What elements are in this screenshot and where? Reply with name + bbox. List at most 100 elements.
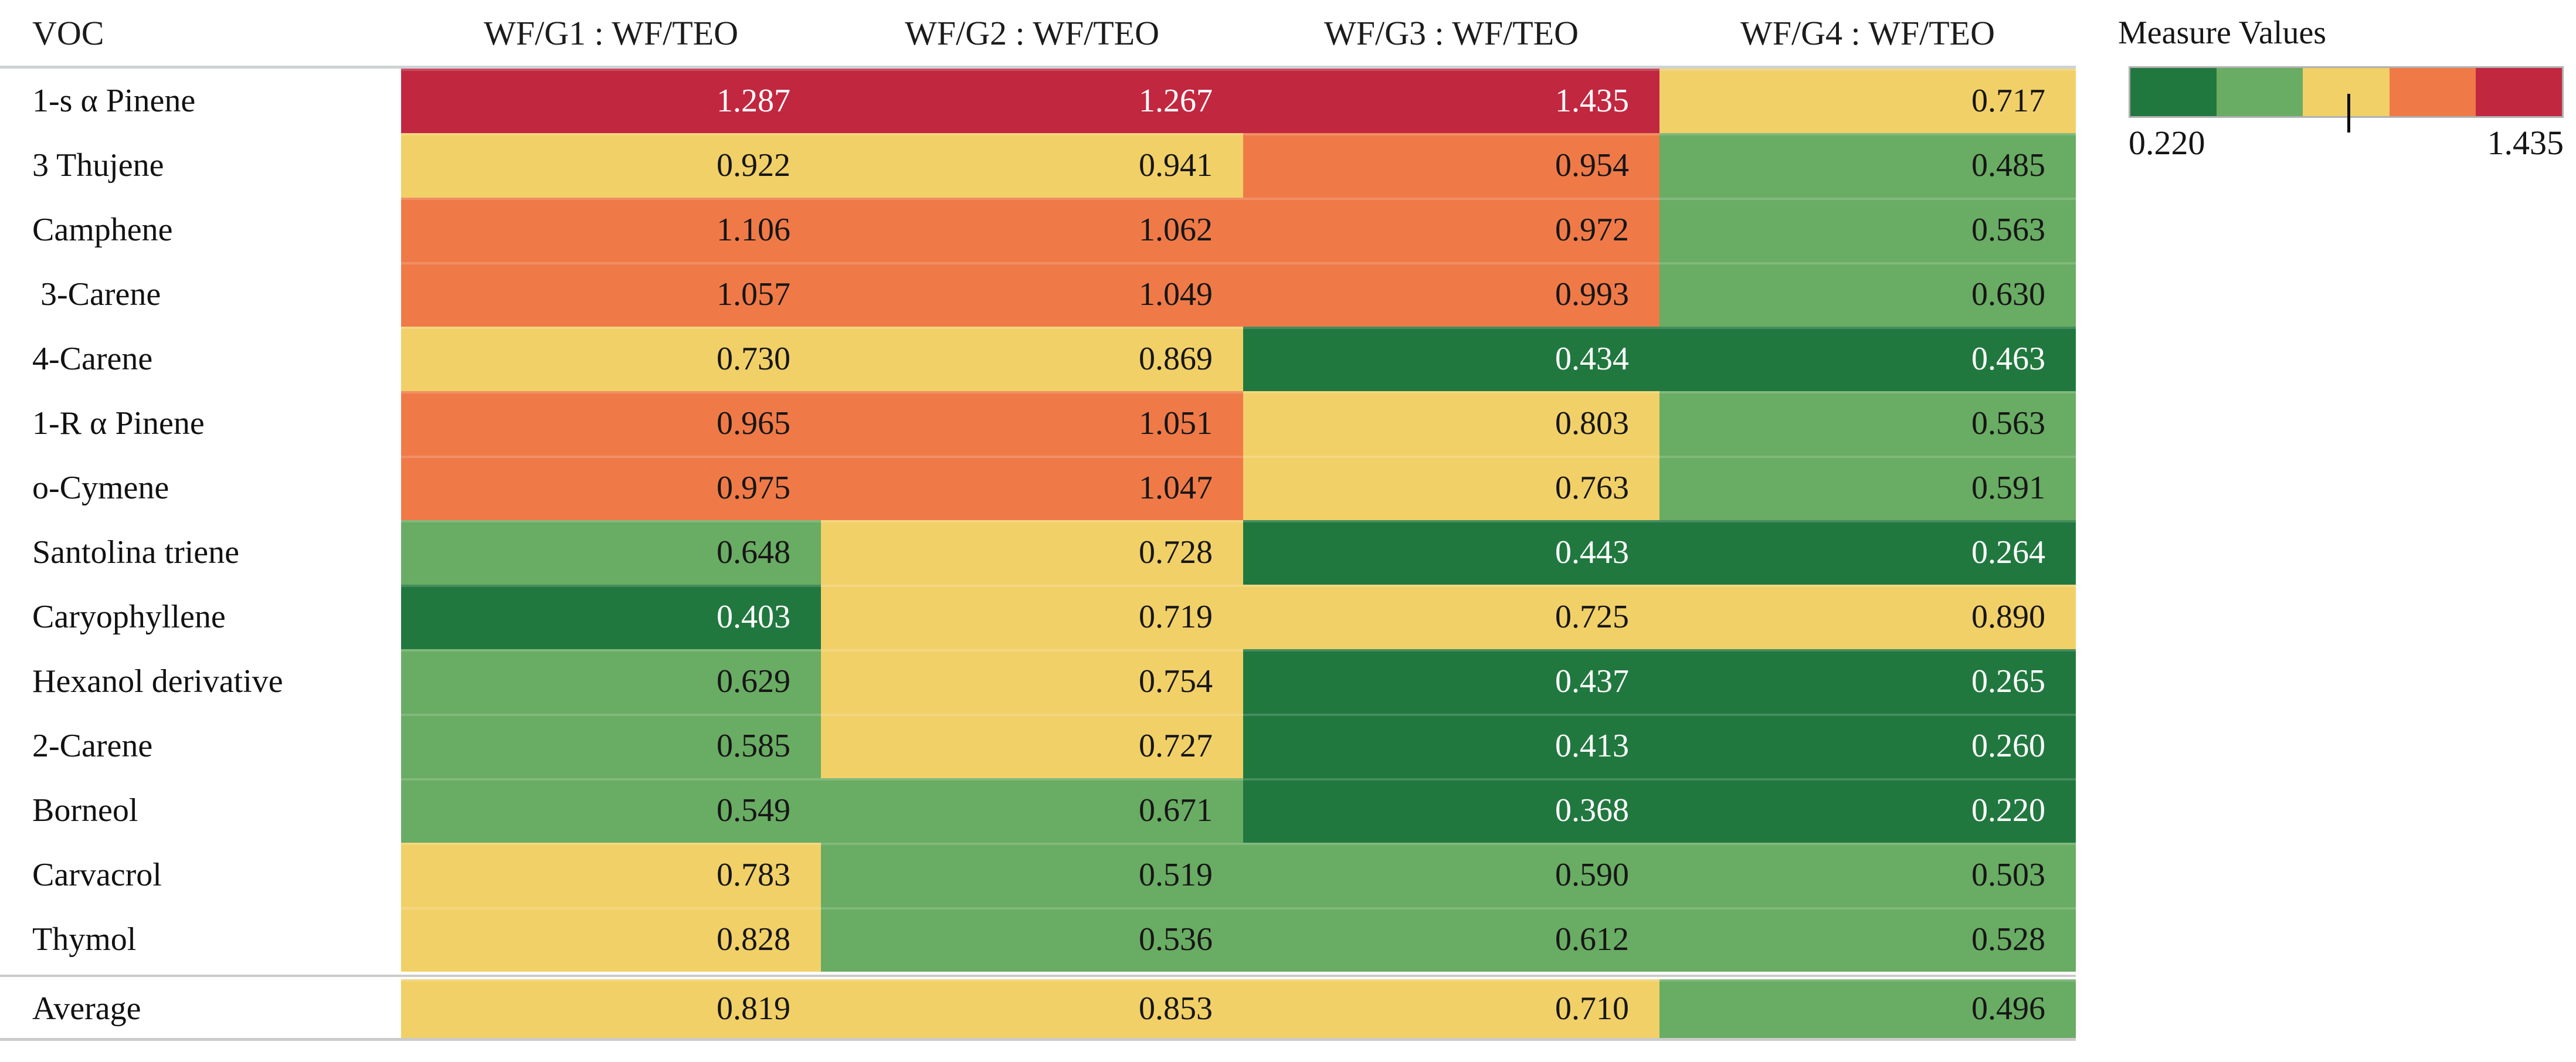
heatmap-cell[interactable]: 0.629 bbox=[401, 649, 821, 714]
heatmap-cell[interactable]: 1.435 bbox=[1243, 69, 1659, 133]
heatmap-cell[interactable]: 0.264 bbox=[1659, 520, 2076, 585]
table-body: 1-s α Pinene 1.287 1.267 1.435 0.717 3 Thujen… bbox=[0, 69, 2076, 972]
table-row: 3 Thujene 0.922 0.941 0.954 0.485 bbox=[0, 133, 2076, 198]
heatmap-cell[interactable]: 0.922 bbox=[401, 133, 821, 198]
table-row: Caryophyllene 0.403 0.719 0.725 0.890 bbox=[0, 585, 2076, 649]
row-label: Santolina triene bbox=[0, 520, 401, 585]
heatmap-cell[interactable]: 0.591 bbox=[1659, 456, 2076, 520]
heatmap-cell[interactable]: 1.287 bbox=[401, 69, 821, 133]
heatmap-cell[interactable]: 0.954 bbox=[1243, 133, 1659, 198]
column-header-g4: WF/G4 : WF/TEO bbox=[1740, 13, 1995, 52]
heatmap-cell[interactable]: 0.730 bbox=[401, 327, 821, 391]
heatmap-cell[interactable]: 1.106 bbox=[401, 198, 821, 262]
heatmap-cell[interactable]: 0.265 bbox=[1659, 649, 2076, 714]
heatmap-cell[interactable]: 0.549 bbox=[401, 778, 821, 843]
heatmap-cell[interactable]: 0.220 bbox=[1659, 778, 2076, 843]
table-row: Santolina triene 0.648 0.728 0.443 0.264 bbox=[0, 520, 2076, 585]
heatmap-cell[interactable]: 1.047 bbox=[821, 456, 1243, 520]
heatmap-cell[interactable]: 0.725 bbox=[1243, 585, 1659, 649]
heatmap-cell[interactable]: 0.434 bbox=[1243, 327, 1659, 391]
legend-max-label: 1.435 bbox=[2487, 123, 2564, 162]
heatmap-cell[interactable]: 0.819 bbox=[401, 979, 821, 1038]
legend-tick-mark bbox=[2347, 93, 2350, 133]
table-row: Borneol 0.549 0.671 0.368 0.220 bbox=[0, 778, 2076, 843]
heatmap-cell[interactable]: 0.853 bbox=[821, 979, 1243, 1038]
heatmap-cell[interactable]: 0.993 bbox=[1243, 262, 1659, 327]
heatmap-cell[interactable]: 0.717 bbox=[1659, 69, 2076, 133]
heatmap-cell[interactable]: 0.368 bbox=[1243, 778, 1659, 843]
heatmap-cell[interactable]: 0.869 bbox=[821, 327, 1243, 391]
heatmap-cell[interactable]: 0.719 bbox=[821, 585, 1243, 649]
row-label: 3 Thujene bbox=[0, 133, 401, 198]
heatmap-cell[interactable]: 0.763 bbox=[1243, 456, 1659, 520]
average-row: Average 0.819 0.853 0.710 0.496 bbox=[0, 979, 2076, 1038]
heatmap-cell[interactable]: 0.413 bbox=[1243, 714, 1659, 778]
heatmap-cell[interactable]: 0.710 bbox=[1243, 979, 1659, 1038]
heatmap-cell[interactable]: 0.536 bbox=[821, 907, 1243, 972]
table-row: Hexanol derivative 0.629 0.754 0.437 0.265 bbox=[0, 649, 2076, 714]
heatmap-cell[interactable]: 0.965 bbox=[401, 391, 821, 456]
table-row: Thymol 0.828 0.536 0.612 0.528 bbox=[0, 907, 2076, 972]
heatmap-cell[interactable]: 0.828 bbox=[401, 907, 821, 972]
heatmap-cell[interactable]: 0.975 bbox=[401, 456, 821, 520]
heatmap-cell[interactable]: 0.630 bbox=[1659, 262, 2076, 327]
average-row-section: Average 0.819 0.853 0.710 0.496 bbox=[0, 979, 2076, 1038]
heatmap-cell[interactable]: 0.648 bbox=[401, 520, 821, 585]
row-label: Borneol bbox=[0, 778, 401, 843]
heatmap-cell[interactable]: 0.437 bbox=[1243, 649, 1659, 714]
heatmap-cell[interactable]: 0.941 bbox=[821, 133, 1243, 198]
heatmap-cell[interactable]: 0.890 bbox=[1659, 585, 2076, 649]
table-row: 3-Carene 1.057 1.049 0.993 0.630 bbox=[0, 262, 2076, 327]
row-label: Hexanol derivative bbox=[0, 649, 401, 714]
column-header-g1: WF/G1 : WF/TEO bbox=[484, 13, 738, 52]
heatmap-cell[interactable]: 0.528 bbox=[1659, 907, 2076, 972]
heatmap-cell[interactable]: 0.485 bbox=[1659, 133, 2076, 198]
heatmap-cell[interactable]: 0.803 bbox=[1243, 391, 1659, 456]
heatmap-cell[interactable]: 0.443 bbox=[1243, 520, 1659, 585]
heatmap-cell[interactable]: 0.783 bbox=[401, 843, 821, 907]
heatmap-cell[interactable]: 1.051 bbox=[821, 391, 1243, 456]
heatmap-cell[interactable]: 0.519 bbox=[821, 843, 1243, 907]
row-label: 4-Carene bbox=[0, 327, 401, 391]
table-header-row: VOC WF/G1 : WF/TEO WF/G2 : WF/TEO WF/G3 … bbox=[0, 0, 2076, 66]
heatmap-cell[interactable]: 1.057 bbox=[401, 262, 821, 327]
legend-range-labels: 0.220 1.435 bbox=[2129, 123, 2564, 162]
color-legend: Measure Values 0.220 1.435 bbox=[2118, 0, 2564, 162]
legend-swatch[interactable] bbox=[2475, 67, 2563, 116]
legend-swatch[interactable] bbox=[2303, 67, 2390, 116]
row-label: 1-s α Pinene bbox=[0, 69, 401, 133]
row-label: Caryophyllene bbox=[0, 585, 401, 649]
heatmap-cell[interactable]: 1.062 bbox=[821, 198, 1243, 262]
row-label: 2-Carene bbox=[0, 714, 401, 778]
heatmap-cell[interactable]: 0.403 bbox=[401, 585, 821, 649]
heatmap-cell[interactable]: 0.260 bbox=[1659, 714, 2076, 778]
heatmap-cell[interactable]: 0.754 bbox=[821, 649, 1243, 714]
legend-swatch[interactable] bbox=[2389, 67, 2476, 116]
heatmap-cell[interactable]: 1.049 bbox=[821, 262, 1243, 327]
heatmap-cell[interactable]: 0.728 bbox=[821, 520, 1243, 585]
table-row: o-Cymene 0.975 1.047 0.763 0.591 bbox=[0, 456, 2076, 520]
row-label: 1-R α Pinene bbox=[0, 391, 401, 456]
legend-swatch[interactable] bbox=[2130, 67, 2217, 116]
column-header-g3: WF/G3 : WF/TEO bbox=[1324, 13, 1579, 52]
table-row: Carvacrol 0.783 0.519 0.590 0.503 bbox=[0, 843, 2076, 907]
heatmap-cell[interactable]: 0.503 bbox=[1659, 843, 2076, 907]
table-row: 1-s α Pinene 1.287 1.267 1.435 0.717 bbox=[0, 69, 2076, 133]
heatmap-cell[interactable]: 0.463 bbox=[1659, 327, 2076, 391]
legend-min-label: 0.220 bbox=[2129, 123, 2205, 162]
table-row: 1-R α Pinene 0.965 1.051 0.803 0.563 bbox=[0, 391, 2076, 456]
heatmap-cell[interactable]: 0.612 bbox=[1243, 907, 1659, 972]
heatmap-cell[interactable]: 0.585 bbox=[401, 714, 821, 778]
heatmap-cell[interactable]: 0.671 bbox=[821, 778, 1243, 843]
heatmap-cell[interactable]: 0.563 bbox=[1659, 198, 2076, 262]
heatmap-cell[interactable]: 0.563 bbox=[1659, 391, 2076, 456]
heatmap-cell[interactable]: 0.727 bbox=[821, 714, 1243, 778]
heatmap-cell[interactable]: 0.496 bbox=[1659, 979, 2076, 1038]
legend-title: Measure Values bbox=[2118, 15, 2327, 51]
heatmap-cell[interactable]: 1.267 bbox=[821, 69, 1243, 133]
legend-color-bar[interactable] bbox=[2129, 66, 2564, 133]
average-separator bbox=[0, 975, 2076, 977]
heatmap-cell[interactable]: 0.590 bbox=[1243, 843, 1659, 907]
heatmap-cell[interactable]: 0.972 bbox=[1243, 198, 1659, 262]
legend-swatch[interactable] bbox=[2217, 67, 2303, 116]
